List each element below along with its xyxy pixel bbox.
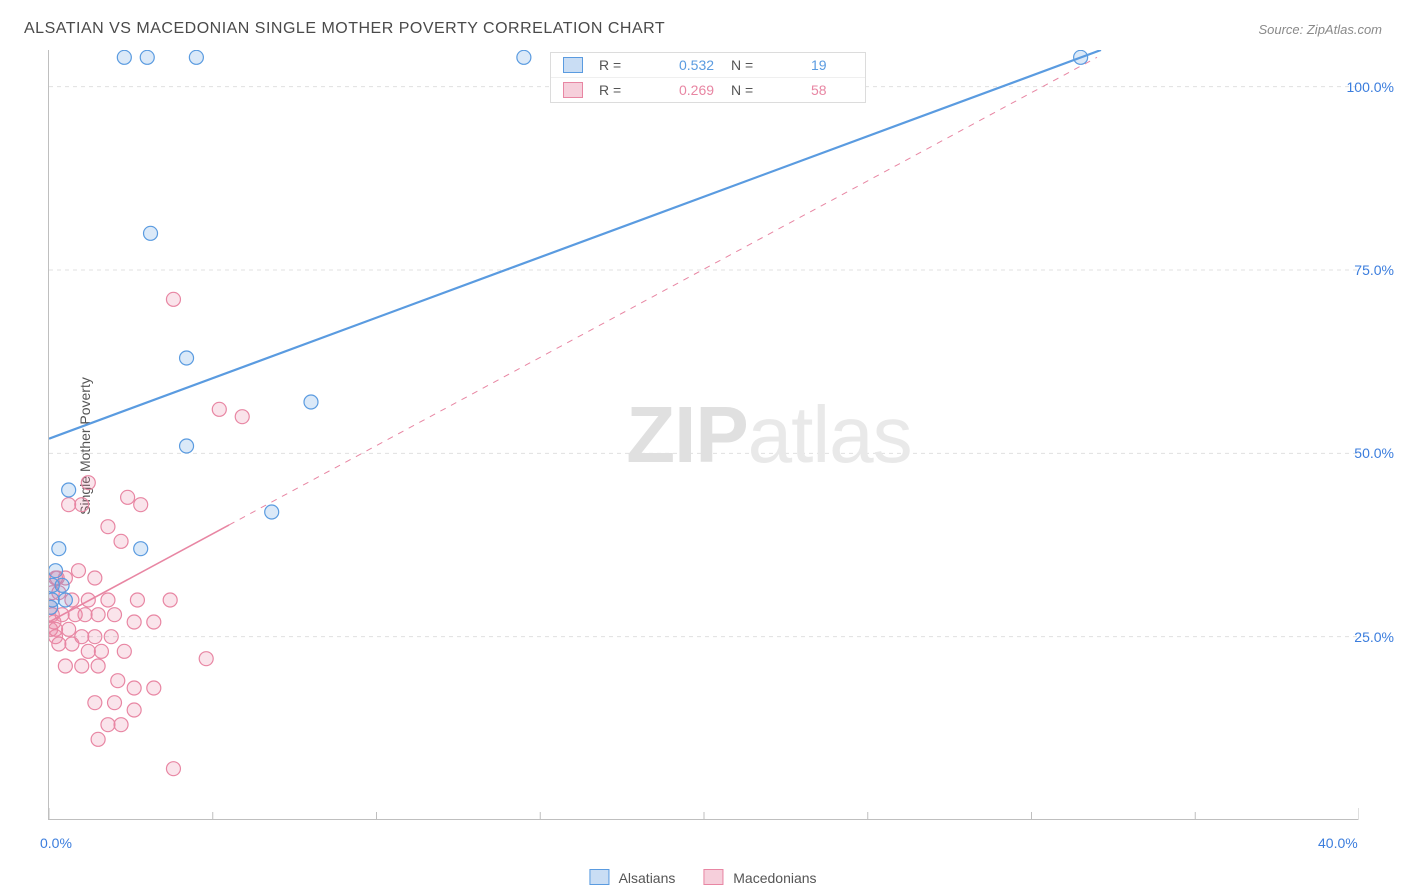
stats-legend-box: R = 0.532 N = 19 R = 0.269 N = 58 bbox=[550, 52, 866, 103]
bottom-legend: Alsatians Macedonians bbox=[589, 869, 816, 886]
swatch-alsatians bbox=[589, 869, 609, 885]
n-value-alsatians: 19 bbox=[811, 57, 853, 73]
n-label: N = bbox=[731, 82, 801, 98]
y-tick-label: 100.0% bbox=[1347, 79, 1394, 95]
r-label: R = bbox=[599, 57, 669, 73]
legend-label-alsatians: Alsatians bbox=[619, 870, 676, 886]
y-tick-label: 50.0% bbox=[1354, 445, 1394, 461]
x-tick-label: 0.0% bbox=[40, 835, 72, 851]
plot-area: ZIPatlas bbox=[48, 50, 1358, 820]
chart-title: ALSATIAN VS MACEDONIAN SINGLE MOTHER POV… bbox=[24, 20, 665, 38]
y-tick-label: 75.0% bbox=[1354, 262, 1394, 278]
x-tick-label: 40.0% bbox=[1318, 835, 1358, 851]
n-value-macedonians: 58 bbox=[811, 82, 853, 98]
y-tick-label: 25.0% bbox=[1354, 629, 1394, 645]
swatch-alsatians bbox=[563, 57, 583, 73]
legend-item-macedonians: Macedonians bbox=[703, 869, 816, 886]
swatch-macedonians bbox=[563, 82, 583, 98]
source-label: Source: ZipAtlas.com bbox=[1258, 22, 1382, 37]
n-label: N = bbox=[731, 57, 801, 73]
r-label: R = bbox=[599, 82, 669, 98]
stats-row-macedonians: R = 0.269 N = 58 bbox=[551, 77, 865, 102]
r-value-macedonians: 0.269 bbox=[679, 82, 721, 98]
swatch-macedonians bbox=[703, 869, 723, 885]
stats-row-alsatians: R = 0.532 N = 19 bbox=[551, 53, 865, 77]
legend-item-alsatians: Alsatians bbox=[589, 869, 675, 886]
legend-label-macedonians: Macedonians bbox=[733, 870, 816, 886]
r-value-alsatians: 0.532 bbox=[679, 57, 721, 73]
scatter-svg bbox=[49, 50, 1359, 820]
